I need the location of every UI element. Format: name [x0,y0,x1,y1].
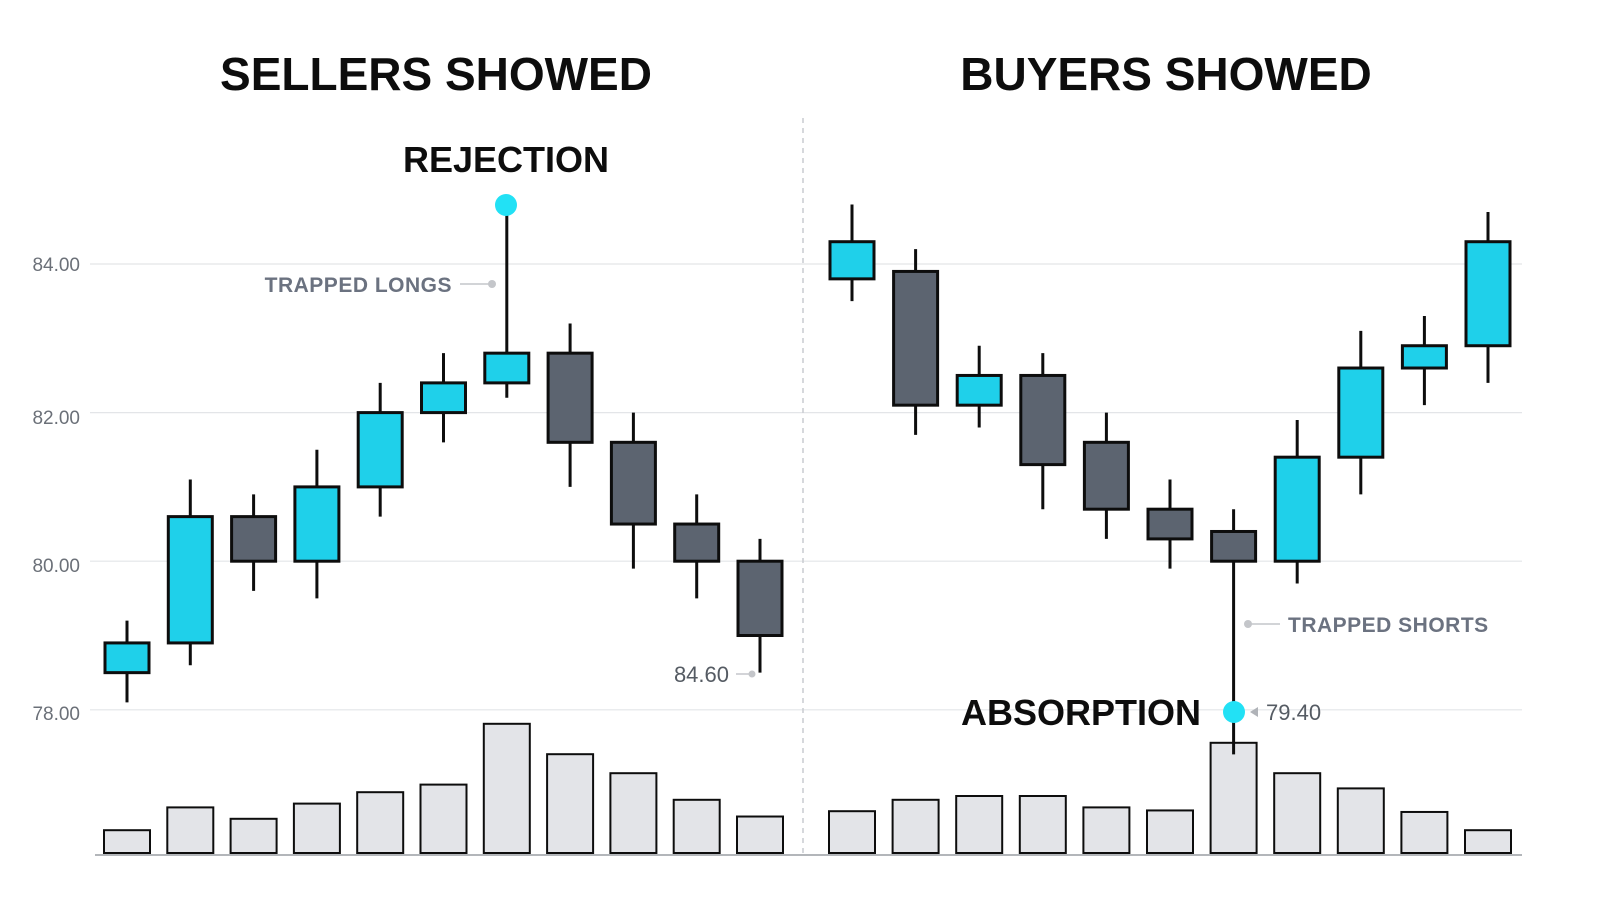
volume-bar [891,798,940,854]
bullish-candle-body [103,641,151,675]
bullish-candle-body [293,485,341,563]
bearish-candle-body [1082,440,1130,511]
volume-bar [1273,772,1322,855]
rejection-label: REJECTION [403,139,609,180]
volume-bar [1082,806,1131,855]
volume-bar [292,802,341,854]
trapped-shorts-callout-dot [1244,620,1252,628]
bullish-candle-body [1400,344,1448,370]
volume-bar [103,829,151,855]
volume-bar [1146,809,1194,855]
trapped-shorts-label: TRAPPED SHORTS [1288,614,1489,637]
right-panel-title: BUYERS SHOWED [960,48,1371,100]
bearish-candle-body [609,440,657,526]
y-tick-label: 82.00 [32,408,80,429]
absorption-pointer-icon [1250,707,1258,717]
volume-bar [828,810,876,855]
last-price-label: 84.60 [674,662,729,687]
volume-bar [1400,810,1449,855]
absorption-label: ABSORPTION [961,692,1201,733]
bearish-candle-body [546,351,594,444]
bearish-candle-body [892,269,940,407]
bearish-candle-body [736,559,784,638]
bullish-candle-body [1464,240,1512,348]
volume-bars [103,722,1512,855]
bullish-candle-body [828,240,876,281]
bearish-candle-body [1019,373,1067,467]
bearish-candle-body [673,522,721,563]
bearish-candle-body [1210,529,1258,563]
absorption-marker [1223,701,1245,723]
volume-bar [229,817,278,854]
volume-bar [955,795,1004,854]
volume-bar [736,815,784,855]
last-price-callout-dot [748,670,756,678]
bullish-candle-body [166,515,214,645]
volume-bar [166,806,215,855]
trapped-longs-label: TRAPPED LONGS [265,274,452,297]
volume-bar [609,772,658,855]
y-tick-label: 78.00 [32,704,80,725]
volume-bar [1464,829,1512,855]
bullish-candle-body [1273,455,1321,563]
trapped-longs-callout-dot [488,280,496,288]
bullish-candle-body [1337,366,1385,459]
left-panel-title: SELLERS SHOWED [220,48,652,100]
volume-bar [1336,787,1385,855]
volume-bar [1018,795,1067,854]
bullish-candle-body [356,411,404,489]
bearish-candle-body [230,515,278,563]
volume-bar [482,722,531,854]
candles [103,204,1512,755]
absorption-price-label: 79.40 [1266,700,1321,725]
bullish-candle-body [420,381,467,415]
y-tick-label: 84.00 [32,255,80,276]
y-tick-label: 80.00 [32,556,80,577]
volume-bar [419,783,468,854]
volume-bar [546,753,595,855]
bullish-candle-body [955,373,1003,407]
rejection-marker [495,194,517,216]
volume-bar [356,791,405,855]
bearish-candle-body [1146,507,1194,541]
volume-bar [1209,741,1258,854]
bullish-candle-body [483,351,531,385]
volume-bar [672,798,721,854]
